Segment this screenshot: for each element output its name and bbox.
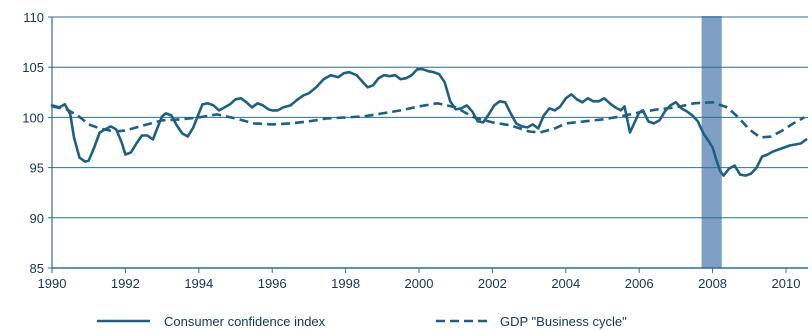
y-tick-label-95: 95 — [30, 161, 44, 176]
series-line-consumer-confidence — [50, 67, 808, 177]
x-tick-label-2006: 2006 — [625, 276, 654, 291]
x-tick-label-1994: 1994 — [184, 276, 213, 291]
x-tick-label-2004: 2004 — [551, 276, 580, 291]
legend-label-gdp-business-cycle: GDP "Business cycle" — [500, 314, 627, 329]
x-tick-label-1996: 1996 — [258, 276, 287, 291]
x-tick-label-2008: 2008 — [698, 276, 727, 291]
y-tick-label-110: 110 — [23, 10, 44, 25]
y-tick-label-105: 105 — [22, 60, 44, 75]
legend-label-consumer-confidence: Consumer confidence index — [164, 314, 326, 329]
recession-band-layer — [701, 16, 722, 268]
x-tick-label-1992: 1992 — [111, 276, 140, 291]
x-tick-label-2002: 2002 — [478, 276, 507, 291]
x-tick-label-1990: 1990 — [38, 276, 67, 291]
y-tick-label-100: 100 — [22, 110, 44, 125]
x-tick-label-1998: 1998 — [331, 276, 360, 291]
recession-band — [701, 16, 722, 268]
x-tick-label-2010: 2010 — [772, 276, 801, 291]
legend: Consumer confidence index GDP "Business … — [97, 314, 627, 329]
series-line-gdp-business-cycle — [51, 101, 805, 139]
x-tick-label-2000: 2000 — [405, 276, 434, 291]
y-tick-label-85: 85 — [30, 261, 44, 276]
axes — [48, 16, 808, 273]
tick-labels: 85 90 95 100 105 110 1990 1992 1994 1996 1998 2000 2… — [22, 10, 800, 291]
series-lines — [50, 67, 808, 177]
gridlines — [52, 16, 808, 219]
y-tick-label-90: 90 — [30, 211, 44, 226]
